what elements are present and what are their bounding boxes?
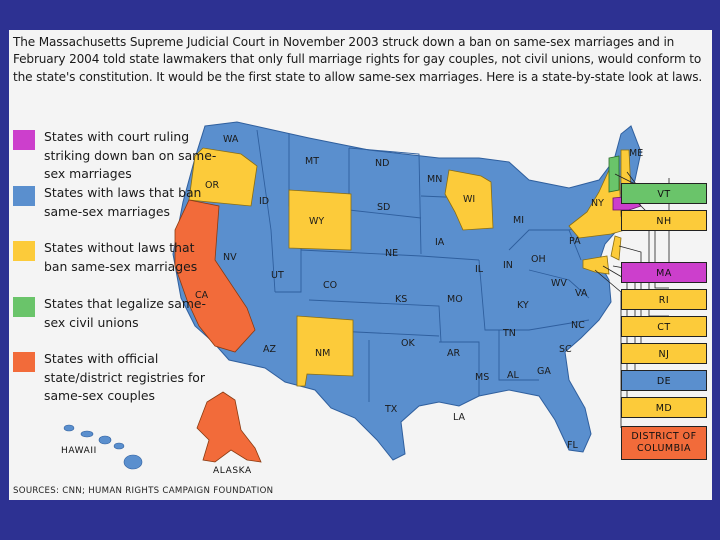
legend-swatch <box>13 241 35 261</box>
state-label-mi: MI <box>513 215 524 226</box>
state-label-mt: MT <box>305 156 319 167</box>
state-label-nc: NC <box>571 320 585 331</box>
callout-dc: DISTRICT OF COLUMBIA <box>621 426 707 460</box>
state-label-ny: NY <box>591 198 604 209</box>
state-label-tn: TN <box>502 328 516 339</box>
us-map: WA OR CA ID NV MT WY UT AZ CO NM ND SD N… <box>63 121 670 470</box>
state-label-oh: OH <box>531 254 546 265</box>
state-shape-nj <box>610 235 622 261</box>
state-shape-nm <box>296 315 354 387</box>
state-label-ga: GA <box>537 366 551 377</box>
state-label-nm: NM <box>315 348 330 359</box>
state-label-in: IN <box>503 260 513 271</box>
callout-de: DE <box>621 370 707 391</box>
state-label-ky: KY <box>517 300 529 311</box>
sources-note: SOURCES: CNN; HUMAN RIGHTS CAMPAIGN FOUN… <box>13 486 274 496</box>
state-label-il: IL <box>475 264 484 275</box>
state-label-wa: WA <box>223 134 239 145</box>
state-label-me: ME <box>629 148 643 159</box>
state-shape-ak <box>196 391 262 463</box>
state-label-ne: NE <box>385 248 398 259</box>
state-label-sc: SC <box>559 344 572 355</box>
state-label-nd: ND <box>375 158 389 169</box>
legend-swatch <box>13 186 35 206</box>
state-shape-vt <box>608 155 620 193</box>
state-label-sd: SD <box>377 202 390 213</box>
state-shape-ca <box>174 199 256 353</box>
state-shape-wi <box>444 169 494 231</box>
state-label-ca: CA <box>195 290 209 301</box>
state-shape-hi <box>63 424 143 470</box>
intro-text: The Massachusetts Supreme Judicial Court… <box>13 35 703 84</box>
state-label-ut: UT <box>271 270 284 281</box>
legend-swatch <box>13 130 35 150</box>
state-label-pa: PA <box>569 236 581 247</box>
callout-vt: VT <box>621 183 707 204</box>
state-label-ok: OK <box>401 338 415 349</box>
state-label-mn: MN <box>427 174 442 185</box>
legend-label: States without laws that ban same-sex ma… <box>44 240 198 274</box>
state-label-ms: MS <box>475 372 489 383</box>
legend-label: States with laws that ban same-sex marri… <box>44 185 202 219</box>
state-label-wy: WY <box>309 216 324 227</box>
legend-swatch <box>13 297 35 317</box>
state-label-va: VA <box>575 288 588 299</box>
state-label-wi: WI <box>463 194 475 205</box>
callout-nh: NH <box>621 210 707 231</box>
state-label-mo: MO <box>447 294 463 305</box>
state-label-nv: NV <box>223 252 237 263</box>
callout-ma: MA <box>621 262 707 283</box>
callout-ri: RI <box>621 289 707 310</box>
callout-nj: NJ <box>621 343 707 364</box>
legend-label: States with court ruling striking down b… <box>44 129 217 181</box>
map-card: WA OR CA ID NV MT WY UT AZ CO NM ND SD N… <box>9 30 712 500</box>
state-label-id: ID <box>259 196 269 207</box>
state-label-ar: AR <box>447 348 460 359</box>
legend-label: States that legalize same-sex civil unio… <box>44 296 206 330</box>
state-shape-md <box>582 255 610 275</box>
state-label-co: CO <box>323 280 337 291</box>
legend-swatch <box>13 352 35 372</box>
state-shape-wy <box>288 189 352 251</box>
legend-label: States with official state/district regi… <box>44 351 205 403</box>
state-label-fl: FL <box>567 440 578 451</box>
state-label-ia: IA <box>435 237 445 248</box>
state-label-al: AL <box>507 370 519 381</box>
state-label-or: OR <box>205 180 219 191</box>
callout-md: MD <box>621 397 707 418</box>
state-label-ks: KS <box>395 294 407 305</box>
state-label-wv: WV <box>551 278 567 289</box>
alaska-label: ALASKA <box>213 466 252 476</box>
state-label-az: AZ <box>263 344 276 355</box>
hawaii-label: HAWAII <box>61 446 97 456</box>
callout-ct: CT <box>621 316 707 337</box>
state-label-la: LA <box>453 412 466 423</box>
state-label-tx: TX <box>384 404 398 415</box>
